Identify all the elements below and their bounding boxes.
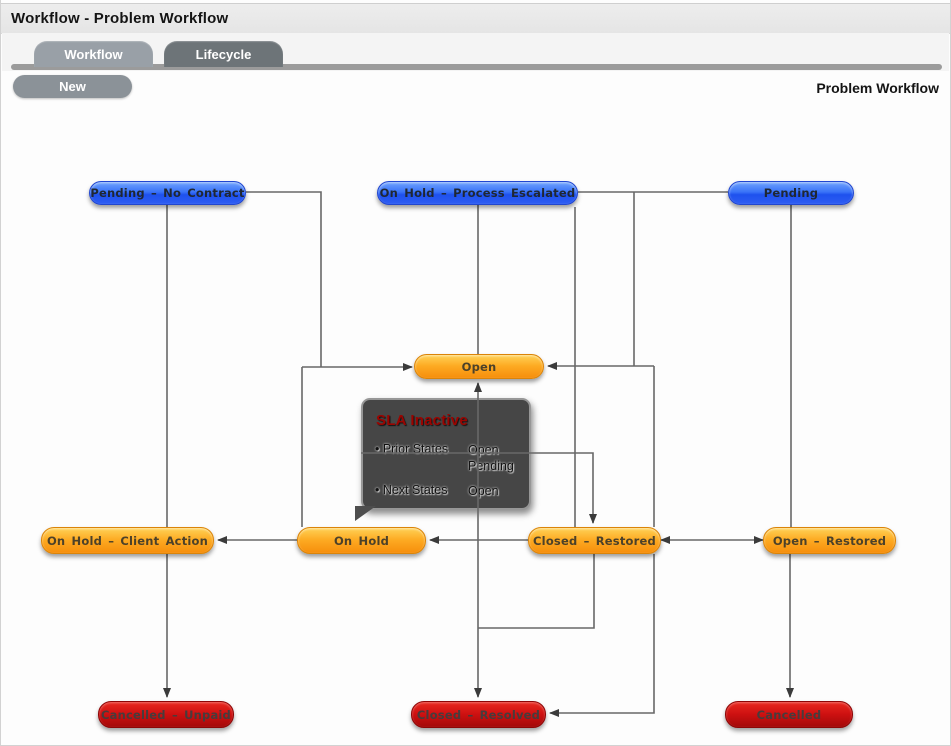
node-cancelled[interactable]: Cancelled (725, 701, 853, 728)
node-on-hold-client-action[interactable]: On Hold – Client Action (41, 527, 214, 554)
node-cancelled-unpaid[interactable]: Cancelled – Unpaid (98, 701, 234, 728)
node-open[interactable]: Open (414, 354, 544, 379)
tooltip-row: • Prior States Open Pending (375, 442, 514, 473)
node-on-hold[interactable]: On Hold (297, 527, 426, 554)
title-bar: Workflow - Problem Workflow (1, 3, 950, 34)
new-button[interactable]: New (13, 75, 132, 98)
tooltip-tail-pointer (355, 506, 376, 521)
tooltip-rows: • Prior States Open Pending • Next States Op… (369, 442, 529, 499)
tooltip-row: • Next States Open (375, 483, 499, 498)
edge-pnc-right-down (246, 191, 322, 367)
sla-status-tooltip: SLA Inactive • Prior States Open Pending • … (355, 398, 531, 521)
node-on-hold-process-escalated[interactable]: On Hold – Process Escalated (377, 181, 578, 205)
node-closed-resolved[interactable]: Closed – Resolved (411, 701, 546, 728)
edge-closed-restored-down-to-trunk (478, 554, 595, 629)
page-title: Workflow - Problem Workflow (11, 10, 229, 27)
node-pending-no-contract[interactable]: Pending – No Contract (89, 181, 246, 205)
node-closed-restored[interactable]: Closed – Restored (528, 527, 661, 554)
tab-lifecycle[interactable]: Lifecycle (164, 41, 283, 67)
tab-workflow[interactable]: Workflow (34, 41, 153, 67)
tooltip-title: SLA Inactive (376, 412, 468, 429)
edge-closed-restored-to-closed-resolved (549, 554, 655, 717)
workflow-name-label: Problem Workflow (816, 80, 939, 96)
node-open-restored[interactable]: Open – Restored (763, 527, 896, 554)
tab-divider (11, 64, 942, 70)
node-pending[interactable]: Pending (728, 181, 854, 205)
